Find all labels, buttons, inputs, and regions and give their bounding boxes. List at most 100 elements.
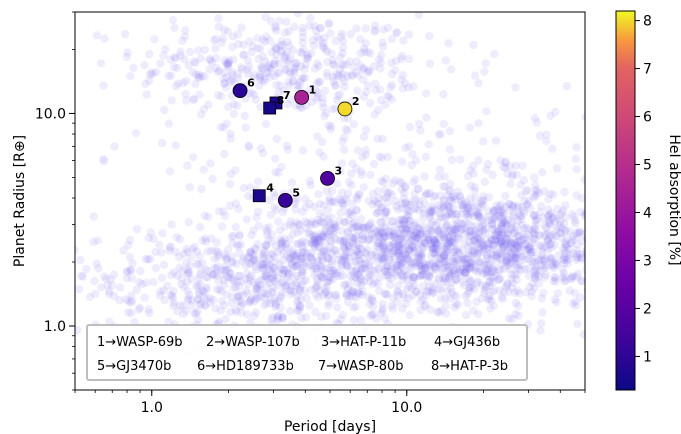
background-point: [439, 195, 448, 205]
background-point: [156, 287, 165, 296]
background-point: [414, 261, 423, 270]
background-point: [348, 239, 358, 249]
background-point: [375, 273, 384, 282]
background-point: [498, 242, 508, 252]
background-point: [298, 207, 307, 216]
background-point: [234, 204, 243, 214]
background-point: [415, 224, 424, 233]
background-point: [401, 143, 410, 152]
background-point: [545, 219, 555, 229]
background-point: [374, 264, 383, 274]
background-point: [300, 64, 309, 74]
background-point: [395, 242, 404, 251]
background-point: [338, 310, 347, 320]
background-point: [376, 217, 385, 227]
background-point: [389, 231, 399, 240]
background-point: [236, 240, 245, 249]
background-point: [97, 283, 106, 292]
background-point: [245, 258, 255, 268]
background-point: [411, 222, 420, 231]
legend-entry-2: 2→WASP-107b: [206, 335, 300, 350]
background-point: [419, 266, 428, 275]
background-point: [313, 32, 322, 42]
background-point: [510, 239, 519, 248]
background-point: [396, 255, 405, 264]
background-point: [551, 259, 560, 268]
background-point: [377, 176, 386, 185]
background-point: [503, 215, 512, 225]
background-point: [445, 209, 454, 218]
background-point: [469, 258, 478, 267]
background-point: [414, 249, 424, 258]
background-point: [543, 236, 553, 245]
background-point: [560, 272, 569, 281]
background-point: [343, 126, 352, 135]
background-point: [464, 286, 474, 296]
background-point: [527, 248, 536, 257]
background-point: [450, 225, 459, 234]
background-point: [109, 270, 119, 279]
background-point: [441, 301, 450, 310]
background-point: [184, 290, 194, 299]
background-point: [486, 240, 495, 249]
background-point: [461, 217, 470, 226]
background-point: [376, 64, 385, 73]
background-point: [443, 202, 452, 211]
background-point: [470, 235, 479, 245]
background-point: [537, 294, 547, 303]
background-point: [529, 193, 538, 202]
background-point: [76, 255, 85, 265]
background-point: [541, 270, 551, 280]
background-point: [220, 250, 229, 259]
background-point: [421, 152, 430, 162]
background-point: [511, 241, 520, 250]
background-point: [378, 306, 387, 316]
background-point: [577, 194, 585, 203]
background-point: [571, 297, 580, 306]
background-point: [221, 315, 230, 324]
background-point: [516, 211, 525, 220]
background-point: [496, 236, 505, 245]
background-point: [409, 230, 418, 239]
background-point: [220, 211, 230, 221]
background-point: [366, 170, 375, 180]
background-point: [474, 212, 484, 221]
background-point: [211, 34, 221, 44]
background-point: [321, 224, 331, 233]
background-point: [378, 134, 387, 144]
background-point: [276, 47, 285, 56]
background-point: [434, 259, 443, 268]
background-point: [556, 216, 565, 225]
background-point: [444, 233, 453, 242]
background-point: [283, 272, 292, 282]
background-point: [408, 276, 417, 285]
background-point: [475, 228, 484, 237]
background-point: [406, 226, 415, 235]
background-point: [522, 223, 531, 232]
background-point: [291, 59, 300, 68]
background-point: [123, 267, 132, 276]
colorbar-tick-label: 2: [643, 301, 652, 317]
background-point: [565, 254, 574, 264]
background-point: [224, 265, 233, 274]
background-point: [399, 292, 409, 302]
background-point: [460, 255, 469, 264]
background-point: [280, 54, 289, 63]
background-point: [557, 233, 566, 243]
background-point: [517, 214, 526, 224]
background-point: [249, 226, 258, 235]
background-point: [373, 265, 382, 274]
background-point: [555, 211, 565, 220]
background-point: [496, 240, 505, 249]
background-point: [531, 190, 540, 199]
background-point: [284, 243, 293, 253]
background-point: [223, 245, 233, 254]
background-point: [544, 195, 553, 204]
background-point: [451, 299, 460, 309]
background-point: [560, 237, 570, 247]
background-point: [344, 216, 353, 225]
background-point: [445, 237, 454, 246]
background-point: [278, 313, 287, 322]
background-point: [460, 238, 469, 248]
background-point: [529, 267, 539, 276]
